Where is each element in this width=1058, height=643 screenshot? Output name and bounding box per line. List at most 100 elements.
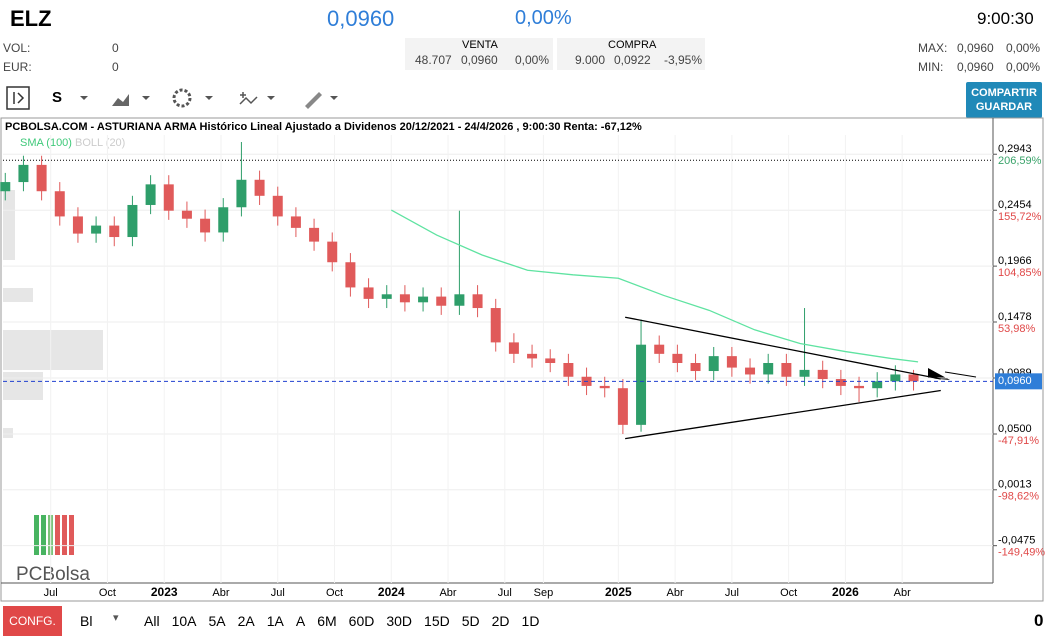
candle-body (54, 191, 65, 217)
y-tick-pct: 104,85% (998, 267, 1042, 279)
panel-icon[interactable] (6, 86, 30, 110)
last-price-box (995, 373, 1042, 390)
period-button[interactable]: All (144, 613, 160, 629)
ticker: ELZ (10, 6, 52, 31)
mode-select[interactable]: Bl (80, 613, 93, 629)
label: VENTA (462, 39, 498, 51)
share-button[interactable]: COMPARTIR GUARDAR (966, 82, 1042, 118)
legend-sma: SMA (100) (20, 137, 72, 149)
candle-body (490, 308, 501, 343)
candle-body (781, 363, 792, 377)
y-tick-pct: 155,72% (998, 211, 1042, 223)
period-button[interactable]: 6M (317, 613, 337, 629)
x-tick-label: Jul (498, 587, 512, 599)
y-tick-label: 0,0500 (998, 423, 1032, 435)
period-button[interactable]: 30D (386, 613, 413, 629)
panel-icon-glyph (13, 92, 25, 104)
price: 0,0960 (957, 41, 994, 55)
arrow-line (944, 371, 977, 378)
candle-body (890, 374, 901, 382)
config-button[interactable]: CONFG. (3, 606, 62, 636)
candle-body (872, 381, 883, 389)
label: VOL: (3, 41, 31, 55)
trendline (625, 316, 941, 380)
candle-body (381, 294, 392, 299)
candle-body (309, 227, 320, 242)
period-button[interactable]: 10A (171, 613, 197, 629)
period-button[interactable]: 60D (348, 613, 375, 629)
chart-type-icon[interactable] (112, 94, 129, 106)
period-button[interactable]: 1A (266, 613, 284, 629)
period-button[interactable]: 15D (424, 613, 450, 629)
value: 0 (112, 60, 119, 74)
candle-body (145, 184, 156, 205)
candle-body (527, 353, 538, 359)
x-tick-label: 2026 (832, 585, 859, 599)
period-button[interactable]: 1D (521, 613, 540, 629)
candle-body (763, 363, 774, 375)
y-tick-label: 0,0013 (998, 479, 1032, 491)
y-tick-pct: 53,98% (998, 323, 1036, 335)
dropdown[interactable]: ▾ (113, 612, 119, 624)
chart-title: PCBOLSA.COM - ASTURIANA ARMA Histórico L… (5, 121, 642, 133)
y-tick-label: 0,1478 (998, 311, 1032, 323)
candle-body (163, 184, 174, 211)
buy-box (557, 38, 705, 70)
candle-body (109, 225, 120, 238)
label: EUR: (3, 60, 32, 74)
draw-icon[interactable] (239, 92, 258, 105)
candle-body (236, 179, 247, 208)
candle-body (472, 294, 483, 309)
y-tick-label: 0,2943 (998, 143, 1032, 155)
price: 0,0960 (461, 53, 498, 67)
x-tick-label: Jul (271, 587, 285, 599)
time: 9:00:30 (977, 9, 1034, 28)
period-button[interactable]: 2D (491, 613, 510, 629)
candle-body (563, 363, 574, 377)
candle-body (908, 374, 919, 382)
x-tick-label: Abr (667, 587, 684, 599)
period-button[interactable]: 2A (237, 613, 255, 629)
candle-body (690, 363, 701, 372)
trendline (625, 389, 941, 440)
x-tick-label: 2023 (151, 585, 178, 599)
period-button[interactable]: 5D (461, 613, 480, 629)
candle-body (127, 204, 138, 238)
period-buttons: All 10A 5A 2A 1A A 6M 60D 30D 15D 5D 2D 1D (144, 613, 551, 629)
candle-body (91, 225, 102, 234)
candle-body (399, 294, 410, 303)
candle-body (854, 385, 865, 389)
dropdown-arrows[interactable] (80, 96, 338, 100)
candle-body (345, 262, 356, 288)
sma-line (390, 209, 919, 363)
candle-body (799, 369, 810, 377)
legend-boll: BOLL (20) (75, 137, 125, 149)
period-button[interactable]: A (295, 613, 306, 629)
candle-body (817, 369, 828, 380)
pct: 0,00% (515, 53, 550, 67)
y-tick-label: 0,1966 (998, 255, 1032, 267)
candle-body (418, 296, 429, 303)
y-tick-pct: -149,49% (998, 547, 1045, 559)
settings-icon[interactable] (172, 88, 192, 108)
pen-icon[interactable] (305, 92, 322, 109)
x-tick-label: 2025 (605, 585, 632, 599)
x-tick-label: Oct (780, 587, 797, 599)
period-button[interactable]: 5A (208, 613, 226, 629)
chart: PCBolsa PCBOLSA.COM - ASTURIANA ARMA His… (0, 117, 1045, 602)
candle-body (454, 294, 465, 306)
period-select[interactable]: S (52, 89, 63, 106)
candle-body (835, 379, 846, 386)
value: 0 (112, 41, 119, 55)
x-tick-label: Jul (44, 587, 58, 599)
x-tick-label: Abr (212, 587, 229, 599)
logo: PCBolsa (16, 564, 90, 585)
candle-body (0, 182, 11, 192)
y-tick-pct: -47,91% (998, 435, 1039, 447)
logo-mark (34, 515, 74, 555)
x-tick-label: 2024 (378, 585, 405, 599)
label: COMPRA (608, 39, 657, 51)
candle-body (218, 207, 229, 233)
x-tick-label: Oct (99, 587, 116, 599)
